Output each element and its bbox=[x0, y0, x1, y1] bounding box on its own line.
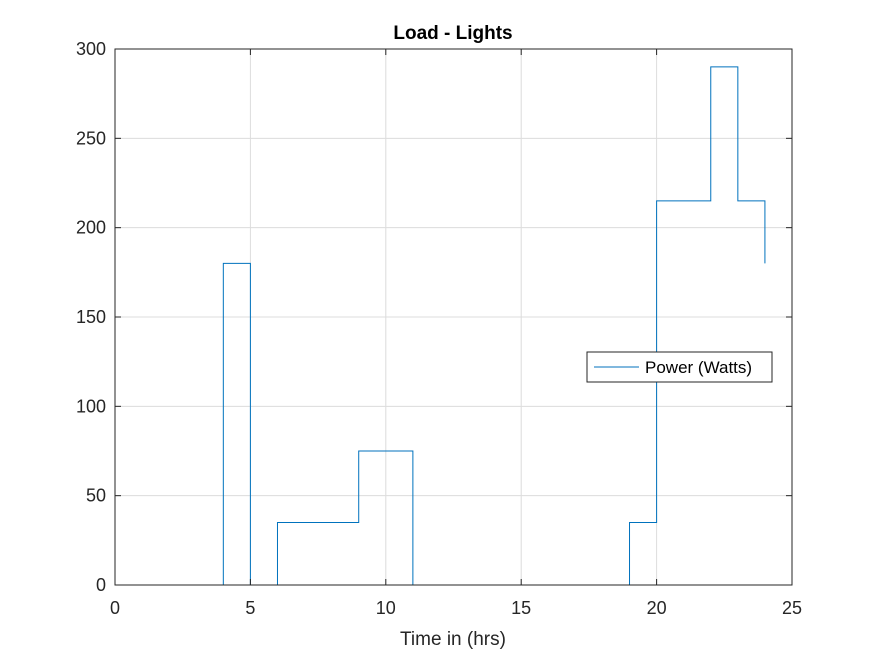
y-tick-label: 0 bbox=[96, 575, 106, 595]
y-tick-label: 50 bbox=[86, 486, 106, 506]
x-tick-label: 10 bbox=[376, 598, 396, 618]
y-tick-label: 100 bbox=[76, 396, 106, 416]
legend: Power (Watts) bbox=[586, 351, 773, 383]
legend-label: Power (Watts) bbox=[645, 358, 752, 377]
y-tick-label: 250 bbox=[76, 128, 106, 148]
x-tick-label: 0 bbox=[110, 598, 120, 618]
x-tick-label: 15 bbox=[511, 598, 531, 618]
y-tick-label: 150 bbox=[76, 307, 106, 327]
y-tick-label: 300 bbox=[76, 39, 106, 59]
x-axis-ticks: 0 5 10 15 20 25 bbox=[110, 49, 802, 618]
y-tick-label: 200 bbox=[76, 218, 106, 238]
chart-title: Load - Lights bbox=[393, 23, 512, 44]
grid bbox=[115, 49, 792, 585]
x-tick-label: 20 bbox=[647, 598, 667, 618]
y-axis-ticks: 0 50 100 150 200 250 300 bbox=[76, 39, 792, 595]
x-axis-label: Time in (hrs) bbox=[400, 629, 506, 650]
x-tick-label: 25 bbox=[782, 598, 802, 618]
x-tick-label: 5 bbox=[245, 598, 255, 618]
